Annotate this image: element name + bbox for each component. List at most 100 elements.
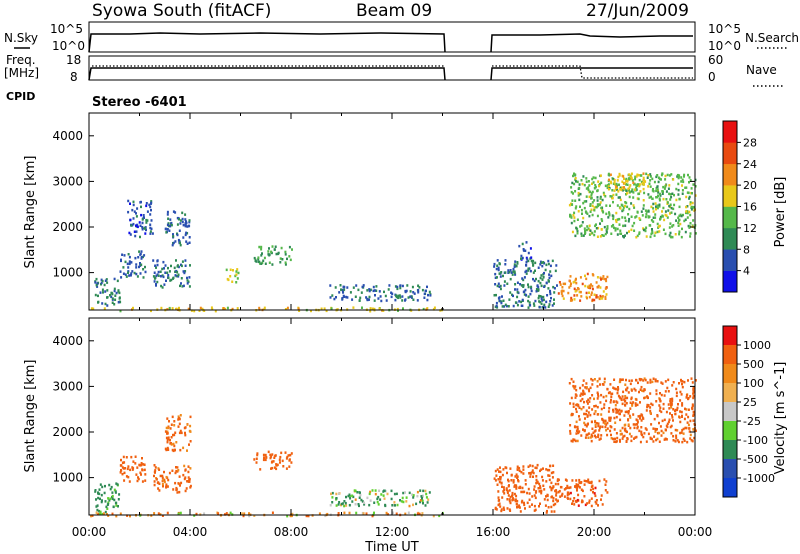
- range-cell-736: [540, 284, 543, 288]
- range-cell-115: [104, 484, 106, 488]
- range-cell-1234: [570, 377, 573, 381]
- range-cell-80: [291, 512, 294, 516]
- range-cell-524: [346, 286, 349, 289]
- range-cell-660: [545, 300, 548, 304]
- range-cell-1320: [656, 222, 659, 226]
- range-cell-404: [227, 278, 230, 282]
- range-cell-518: [405, 289, 408, 293]
- range-cell-394: [168, 229, 171, 232]
- colorbar-tick-label-0: 4: [743, 265, 750, 278]
- range-cell-863: [593, 298, 596, 302]
- range-cell-274: [161, 274, 164, 277]
- range-cell-135: [113, 287, 116, 291]
- range-cell-171: [120, 469, 122, 472]
- range-cell-959: [671, 416, 674, 419]
- range-cell-1388: [662, 206, 665, 210]
- range-cell-357: [288, 458, 291, 461]
- range-cell-1055: [666, 422, 669, 426]
- range-cell-1233: [620, 378, 623, 381]
- range-cell-979: [585, 425, 588, 428]
- range-cell-1324: [683, 417, 686, 421]
- range-cell-1276: [578, 198, 581, 202]
- range-cell-1288: [654, 427, 657, 431]
- range-cell-956: [633, 206, 636, 209]
- range-cell-765: [569, 497, 572, 501]
- range-cell-261: [187, 470, 190, 474]
- range-cell-106: [114, 294, 117, 297]
- range-cell-802: [579, 276, 582, 279]
- range-cell-900: [642, 435, 645, 439]
- range-cell-132: [116, 279, 119, 283]
- range-cell-877: [569, 432, 572, 435]
- range-cell-57: [199, 306, 202, 310]
- range-cell-775: [542, 305, 545, 309]
- range-cell-423: [376, 500, 379, 504]
- range-cell-652: [549, 292, 552, 296]
- range-cell-560: [394, 298, 397, 302]
- range-cell-749: [522, 290, 525, 294]
- range-cell-1108: [646, 381, 649, 384]
- range-cell-554: [506, 490, 509, 493]
- range-cell-1204: [667, 378, 670, 382]
- range-cell-573: [538, 490, 541, 493]
- range-cell-337: [184, 218, 187, 221]
- range-cell-1147: [660, 173, 663, 177]
- range-cell-954: [642, 389, 645, 393]
- range-cell-288: [170, 443, 173, 446]
- range-cell-1207: [642, 204, 645, 207]
- range-cell-1256: [688, 195, 691, 199]
- range-cell-874: [576, 287, 579, 290]
- range-cell-82: [177, 512, 180, 516]
- range-cell-152: [144, 479, 147, 482]
- range-cell-987: [676, 408, 679, 412]
- range-cell-455: [279, 261, 282, 264]
- range-cell-547: [333, 297, 336, 301]
- range-cell-779: [600, 494, 603, 497]
- range-cell-527: [398, 294, 401, 297]
- range-cell-82: [160, 306, 163, 310]
- range-cell-569: [529, 464, 532, 467]
- range-cell-504: [535, 478, 538, 482]
- range-cell-871: [574, 290, 577, 293]
- range-cell-57: [126, 514, 129, 517]
- range-cell-1015: [614, 407, 617, 411]
- range-cell-338: [167, 222, 170, 225]
- range-cell-814: [604, 295, 607, 299]
- range-cell-850: [579, 299, 582, 302]
- range-cell-686: [528, 492, 531, 495]
- range-cell-1032: [669, 412, 671, 415]
- colorbar-frame: [722, 325, 738, 498]
- range-cell-1080: [642, 379, 645, 382]
- range-cell-334: [178, 229, 181, 232]
- range-cell-915: [681, 189, 684, 192]
- range-cell-925: [587, 227, 590, 230]
- range-cell-1350: [664, 213, 667, 217]
- range-cell-1062: [645, 172, 648, 176]
- range-cell-1367: [656, 174, 659, 177]
- range-cell-399: [237, 271, 240, 275]
- range-cell-319: [178, 431, 181, 435]
- range-cell-405: [383, 497, 386, 500]
- range-cell-1305: [672, 408, 675, 411]
- range-cell-836: [584, 417, 586, 420]
- range-cell-355: [184, 233, 187, 237]
- range-cell-737: [520, 304, 523, 307]
- range-cell-198: [161, 476, 164, 480]
- range-cell-957: [689, 419, 692, 423]
- range-cell-678: [539, 263, 542, 266]
- range-cell-1340: [619, 198, 622, 202]
- range-cell-331: [173, 448, 176, 452]
- range-cell-1096: [577, 210, 580, 213]
- range-cell-1114: [671, 384, 674, 387]
- range-cell-1239: [647, 216, 650, 219]
- range-cell-825: [562, 297, 565, 300]
- range-cell-132: [100, 493, 103, 497]
- range-cell-426: [363, 501, 365, 505]
- range-cell-1207: [687, 379, 689, 382]
- range-cell-46: [416, 512, 419, 515]
- range-cell-133: [109, 487, 112, 491]
- range-cell-374: [273, 456, 276, 459]
- range-cell-1341: [607, 183, 610, 186]
- range-cell-473: [357, 503, 360, 506]
- range-cell-1336: [639, 417, 641, 420]
